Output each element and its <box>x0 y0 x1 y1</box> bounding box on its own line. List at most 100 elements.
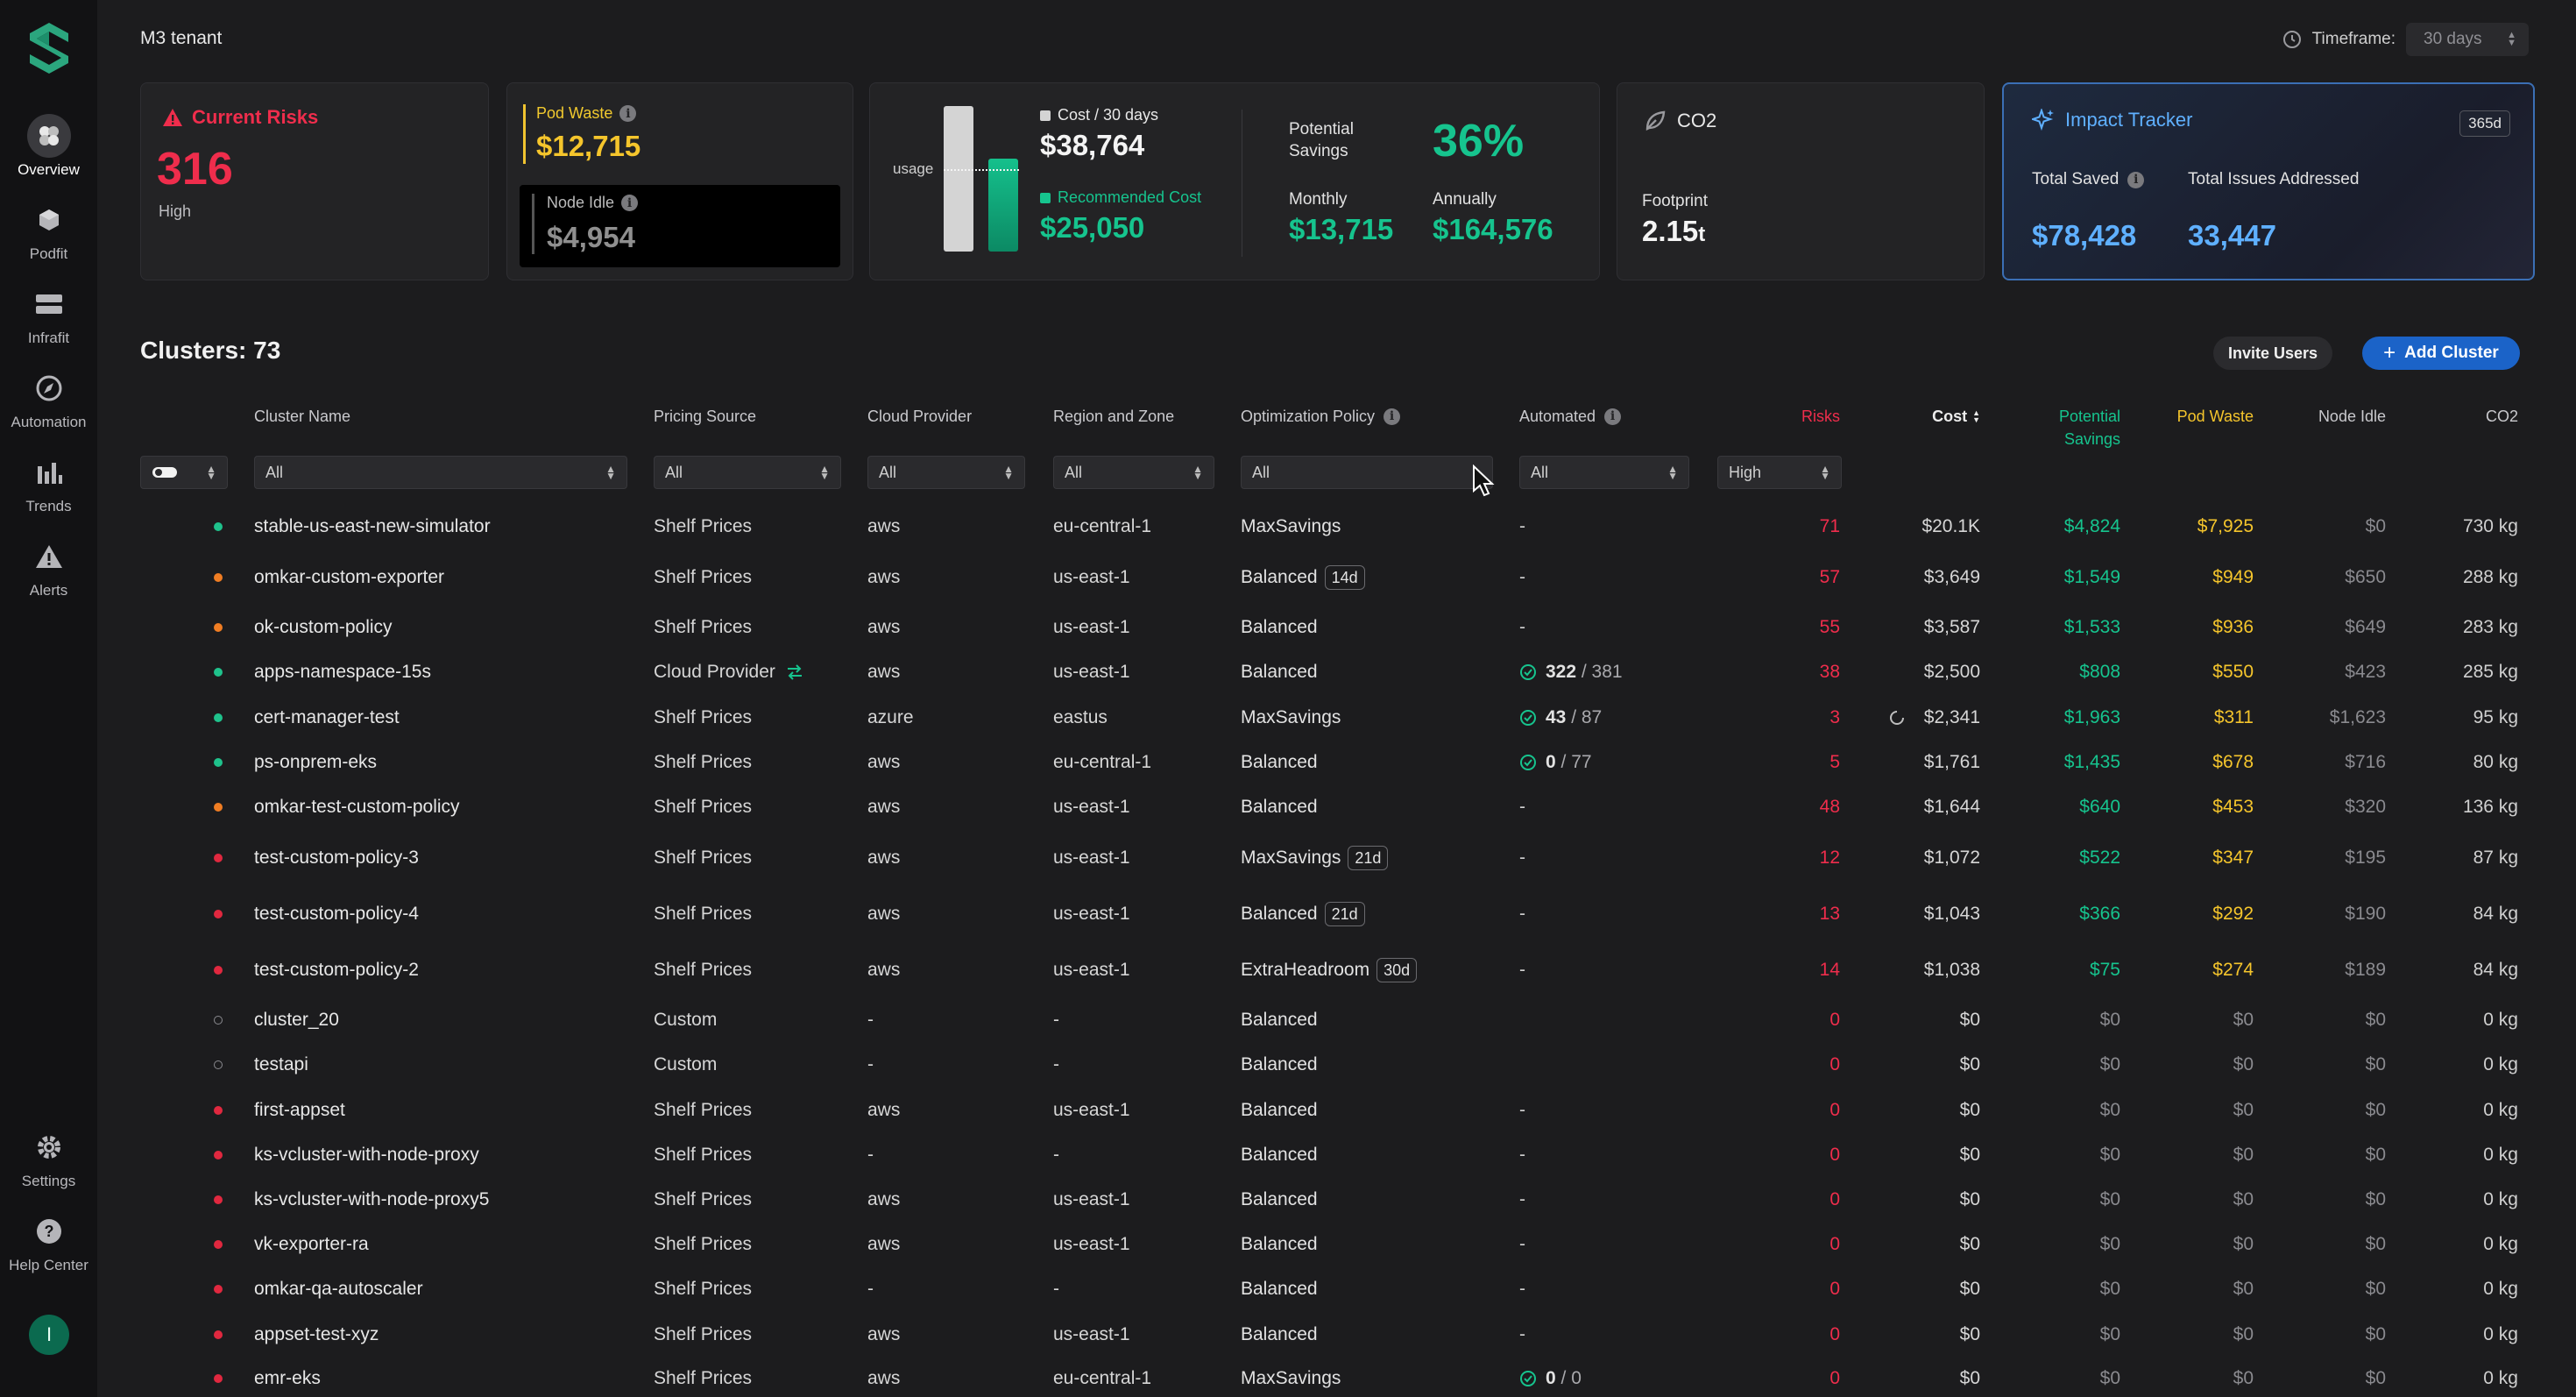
optimization-policy-cell[interactable]: Balanced <box>1241 749 1318 776</box>
header-node-idle[interactable]: Node Idle <box>2318 408 2386 425</box>
optimization-policy-cell[interactable]: Balanced <box>1241 1322 1318 1348</box>
table-row[interactable]: apps-namespace-15s Cloud Provider aws us-ea… <box>0 659 2576 685</box>
cost-card[interactable]: usage Cost / 30 days $38,764 Recommended… <box>869 82 1600 280</box>
cluster-name[interactable]: first-appset <box>254 1100 345 1120</box>
table-row[interactable]: appset-test-xyz Shelf Prices aws us-east-1 B… <box>0 1322 2576 1348</box>
table-row[interactable]: test-custom-policy-4 Shelf Prices aws us-ea… <box>0 901 2576 927</box>
table-row[interactable]: test-custom-policy-3 Shelf Prices aws us-ea… <box>0 845 2576 871</box>
cluster-name[interactable]: ks-vcluster-with-node-proxy5 <box>254 1189 490 1209</box>
optimization-policy-cell[interactable]: Balanced <box>1241 1007 1318 1033</box>
header-optimization-policy[interactable]: Optimization Policy i <box>1241 405 1401 428</box>
table-row[interactable]: testapi Custom - - Balanced 0 $0 $0 $0 $0 0 kg <box>0 1052 2576 1078</box>
table-row[interactable]: omkar-custom-exporter Shelf Prices aws us-e… <box>0 564 2576 591</box>
cluster-name[interactable]: omkar-test-custom-policy <box>254 797 460 817</box>
optimization-policy-cell[interactable]: Balanced <box>1241 659 1318 685</box>
table-row[interactable]: stable-us-east-new-simulator Shelf Prices… <box>0 514 2576 540</box>
optimization-policy-cell[interactable]: Balanced <box>1241 1231 1318 1258</box>
risks-filter[interactable]: High ▲ ▼ <box>1717 456 1842 489</box>
info-icon[interactable]: i <box>1384 408 1401 425</box>
header-pod-waste[interactable]: Pod Waste <box>2176 408 2254 425</box>
optimization-policy-cell[interactable]: Balanced <box>1241 614 1318 641</box>
table-row[interactable]: test-custom-policy-2 Shelf Prices aws us-ea… <box>0 957 2576 983</box>
avatar[interactable]: I <box>29 1315 69 1355</box>
header-co2[interactable]: CO2 <box>2485 408 2518 425</box>
current-risks-card[interactable]: Current Risks 316 High <box>140 82 489 280</box>
optimization-policy-cell[interactable]: MaxSavings 21d <box>1241 845 1389 871</box>
pricing-source-filter[interactable]: All ▲ ▼ <box>654 456 841 489</box>
table-row[interactable]: emr-eks Shelf Prices aws eu-central-1 MaxSav… <box>0 1365 2576 1392</box>
info-icon[interactable]: i <box>2127 171 2145 188</box>
nav-settings[interactable]: Settings <box>0 1125 97 1201</box>
info-icon[interactable]: i <box>621 195 639 211</box>
header-pricing-source[interactable]: Pricing Source <box>654 408 757 425</box>
invite-users-button[interactable]: Invite Users <box>2213 337 2332 370</box>
header-automated[interactable]: Automated i <box>1519 405 1622 428</box>
nav-automation[interactable]: Automation <box>0 366 97 442</box>
cluster-name[interactable]: apps-namespace-15s <box>254 662 431 682</box>
automated-filter[interactable]: All ▲ ▼ <box>1519 456 1689 489</box>
cluster-name-filter[interactable]: All ▲ ▼ <box>254 456 627 489</box>
cluster-name[interactable]: cert-manager-test <box>254 707 400 727</box>
nav-alerts[interactable]: Alerts <box>0 535 97 610</box>
optimization-policy-cell[interactable]: Balanced <box>1241 794 1318 820</box>
table-row[interactable]: ps-onprem-eks Shelf Prices aws eu-central-1… <box>0 749 2576 776</box>
app-logo[interactable] <box>26 21 72 75</box>
optimization-policy-cell[interactable]: Balanced <box>1241 1142 1318 1168</box>
cluster-name[interactable]: omkar-custom-exporter <box>254 567 445 587</box>
optimization-policy-cell[interactable]: MaxSavings <box>1241 705 1341 731</box>
header-cloud-provider[interactable]: Cloud Provider <box>867 408 973 425</box>
optimization-policy-cell[interactable]: Balanced <box>1241 1097 1318 1124</box>
cloud-provider-filter[interactable]: All ▲ ▼ <box>867 456 1025 489</box>
info-icon[interactable]: i <box>619 105 637 122</box>
cluster-name[interactable]: testapi <box>254 1054 308 1074</box>
cluster-name[interactable]: test-custom-policy-2 <box>254 960 419 980</box>
optimization-policy-cell[interactable]: Balanced <box>1241 1187 1318 1213</box>
table-row[interactable]: vk-exporter-ra Shelf Prices aws us-east-1 Ba… <box>0 1231 2576 1258</box>
optimization-policy-cell[interactable]: MaxSavings <box>1241 514 1341 540</box>
co2-card[interactable]: CO2 Footprint 2.15t <box>1617 82 1985 280</box>
nav-overview[interactable]: Overview <box>0 114 97 189</box>
cluster-name[interactable]: ks-vcluster-with-node-proxy <box>254 1145 479 1165</box>
table-row[interactable]: ok-custom-policy Shelf Prices aws us-east-1… <box>0 614 2576 641</box>
nav-infrafit[interactable]: Infrafit <box>0 282 97 358</box>
table-row[interactable]: cert-manager-test Shelf Prices azure eastus… <box>0 705 2576 731</box>
table-row[interactable]: ks-vcluster-with-node-proxy Shelf Prices -… <box>0 1142 2576 1168</box>
cluster-name[interactable]: vk-exporter-ra <box>254 1234 369 1254</box>
cluster-name[interactable]: emr-eks <box>254 1368 321 1388</box>
swap-icon[interactable] <box>786 664 803 680</box>
cluster-name[interactable]: test-custom-policy-3 <box>254 847 419 868</box>
impact-tracker-card[interactable]: Impact Tracker 365d Total Saved i Total I… <box>2002 82 2535 280</box>
info-icon[interactable]: i <box>1604 408 1622 425</box>
header-potential-savings[interactable]: Potential Savings <box>2058 408 2120 448</box>
optimization-policy-cell[interactable]: Balanced 14d <box>1241 564 1365 591</box>
cluster-name[interactable]: cluster_20 <box>254 1010 339 1030</box>
optimization-policy-cell[interactable]: MaxSavings <box>1241 1365 1341 1392</box>
optimization-policy-filter[interactable]: All <box>1241 456 1493 489</box>
region-filter[interactable]: All ▲ ▼ <box>1053 456 1214 489</box>
cluster-name[interactable]: test-custom-policy-4 <box>254 904 419 924</box>
cluster-name[interactable]: appset-test-xyz <box>254 1324 379 1344</box>
cluster-name[interactable]: stable-us-east-new-simulator <box>254 516 491 536</box>
header-cost[interactable]: Cost ▲ ▼ <box>1932 405 1980 428</box>
add-cluster-button[interactable]: + Add Cluster <box>2362 337 2520 370</box>
table-row[interactable]: cluster_20 Custom - - Balanced 0 $0 $0 $0 $0 0 kg <box>0 1007 2576 1033</box>
table-row[interactable]: omkar-qa-autoscaler Shelf Prices - - Balance… <box>0 1276 2576 1302</box>
nav-podfit[interactable]: Podfit <box>0 198 97 273</box>
status-toggle-filter[interactable]: ▲ ▼ <box>140 456 228 489</box>
table-row[interactable]: first-appset Shelf Prices aws us-east-1 Bala… <box>0 1097 2576 1124</box>
node-idle-box[interactable]: Node Idle i $4,954 <box>520 185 840 267</box>
nav-help-center[interactable]: ? Help Center <box>0 1209 97 1285</box>
header-cluster-name[interactable]: Cluster Name <box>254 408 351 425</box>
optimization-policy-cell[interactable]: Balanced 21d <box>1241 901 1365 927</box>
pod-waste-card[interactable]: Pod Waste i $12,715 Node Idle i $4,954 <box>506 82 853 280</box>
table-row[interactable]: omkar-test-custom-policy Shelf Prices aws u… <box>0 794 2576 820</box>
optimization-policy-cell[interactable]: Balanced <box>1241 1052 1318 1078</box>
cluster-name[interactable]: omkar-qa-autoscaler <box>254 1279 423 1299</box>
cluster-name[interactable]: ps-onprem-eks <box>254 752 378 772</box>
header-region[interactable]: Region and Zone <box>1053 408 1175 425</box>
cluster-name[interactable]: ok-custom-policy <box>254 617 393 637</box>
nav-trends[interactable]: Trends <box>0 450 97 526</box>
optimization-policy-cell[interactable]: Balanced <box>1241 1276 1318 1302</box>
header-risks[interactable]: Risks <box>1801 408 1840 425</box>
timeframe-select[interactable]: 30 days ▲ ▼ <box>2406 23 2529 56</box>
